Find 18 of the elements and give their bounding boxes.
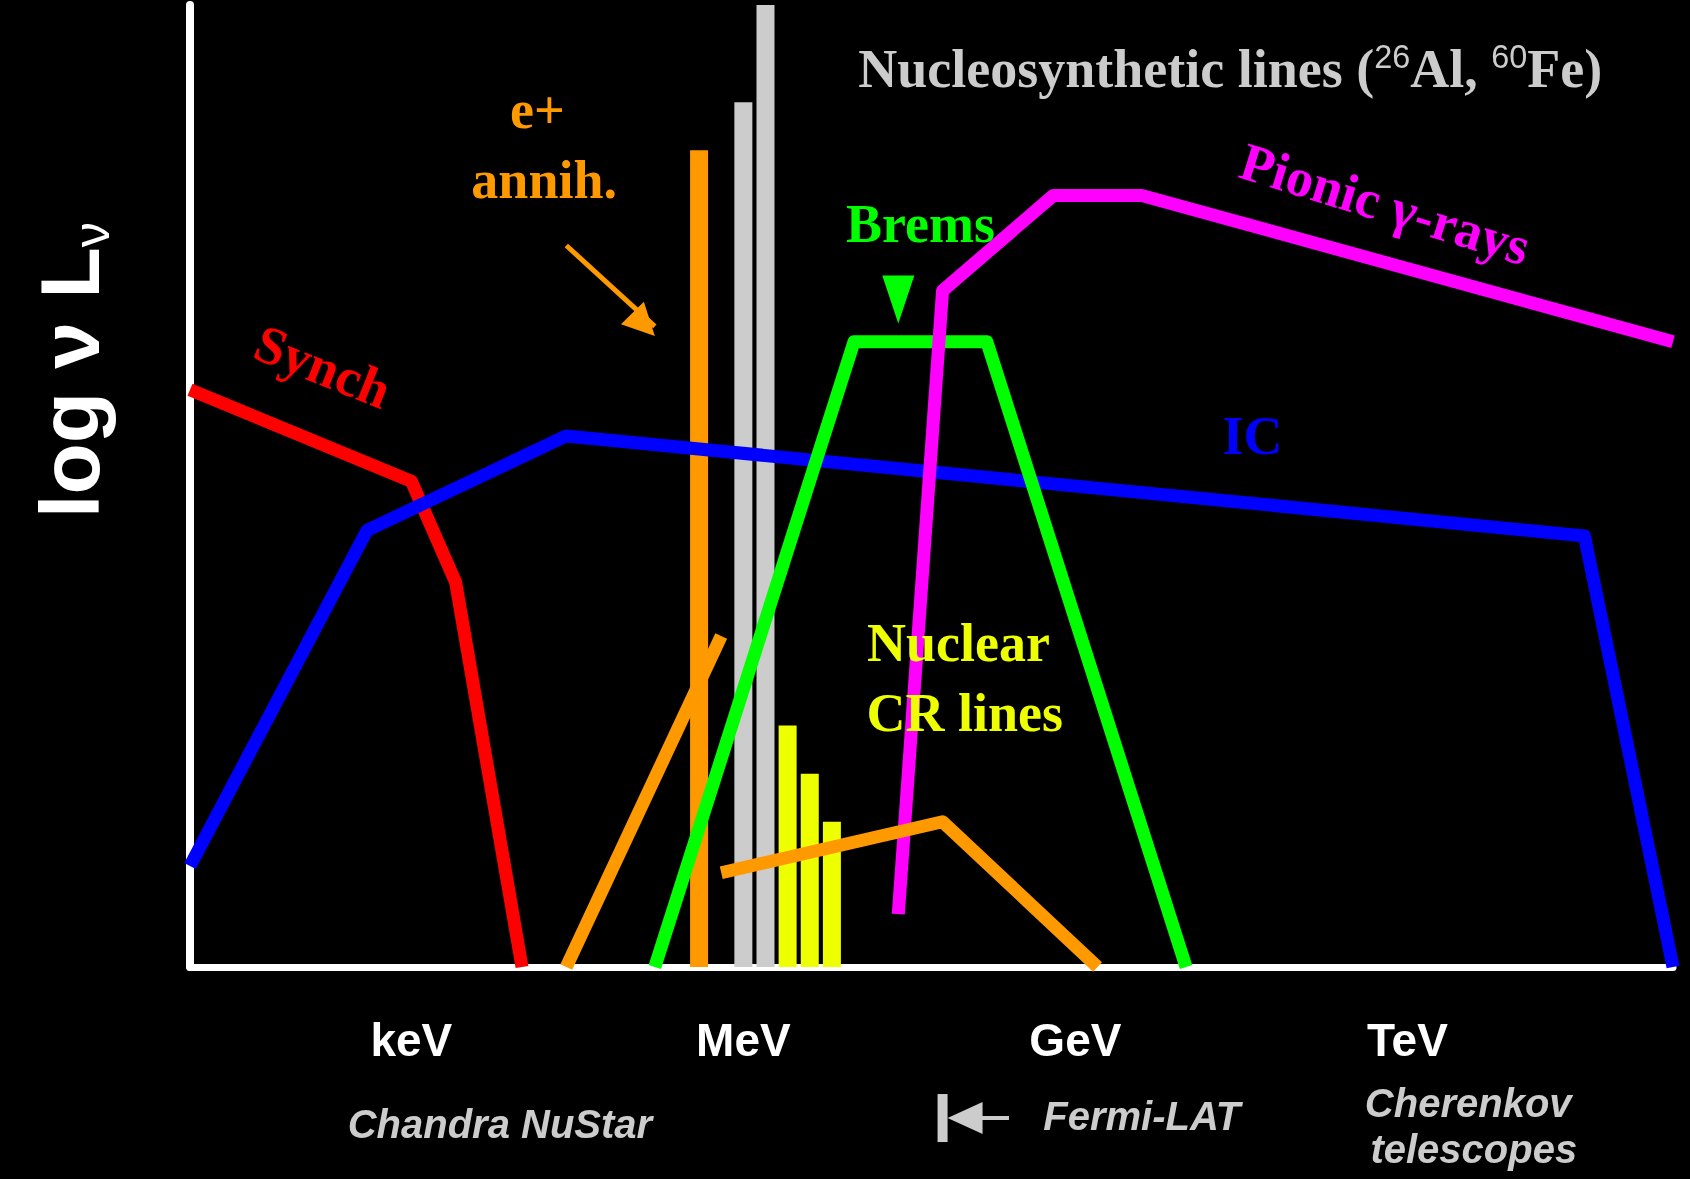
text: Pionic γ-rays bbox=[1233, 131, 1538, 278]
y-axis-title: log ν Lν bbox=[23, 222, 120, 518]
series-label: e+ annih. bbox=[471, 80, 617, 211]
bar bbox=[734, 102, 753, 967]
x-tick-label: MeV bbox=[696, 1014, 791, 1066]
series-label: Brems bbox=[845, 194, 995, 255]
bar bbox=[756, 5, 775, 967]
text: Synch bbox=[246, 312, 400, 421]
series-label: IC bbox=[1222, 405, 1283, 466]
text: Cherenkov telescopes bbox=[1364, 1080, 1583, 1171]
bar bbox=[822, 821, 841, 967]
x-tick-label: TeV bbox=[1366, 1014, 1449, 1066]
text: Fermi-LAT bbox=[1043, 1094, 1244, 1139]
text: Chandra NuStar bbox=[347, 1101, 655, 1146]
bar bbox=[778, 725, 797, 967]
x-tick-label: keV bbox=[370, 1014, 453, 1066]
bar bbox=[800, 773, 819, 967]
x-tick-label: GeV bbox=[1029, 1014, 1122, 1066]
